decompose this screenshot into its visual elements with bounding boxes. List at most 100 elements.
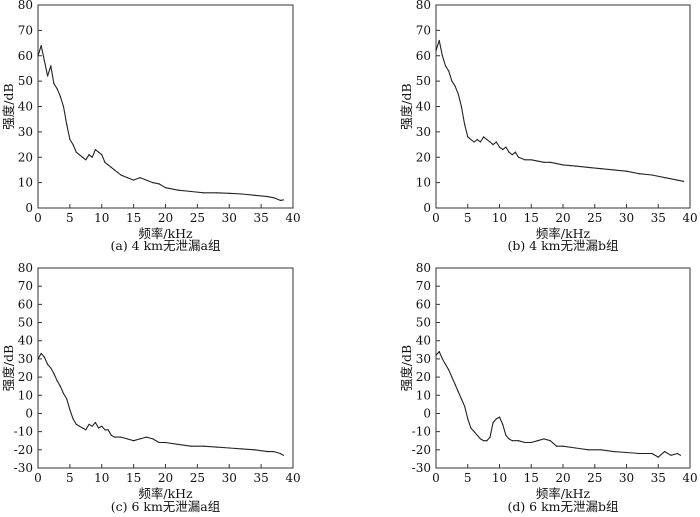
data-point xyxy=(562,445,564,447)
data-point xyxy=(273,451,275,453)
data-point xyxy=(679,454,682,456)
data-point xyxy=(543,438,545,440)
data-point xyxy=(613,169,615,171)
y-tick-label: 30 xyxy=(18,125,33,139)
data-point xyxy=(486,138,488,141)
data-point xyxy=(113,436,116,438)
data-point xyxy=(117,171,119,174)
x-tick-label: 40 xyxy=(285,211,300,225)
data-point xyxy=(517,440,520,442)
panel-caption: (d) 6 km无泄漏b组 xyxy=(507,499,618,514)
data-point xyxy=(113,169,116,171)
data-point xyxy=(587,166,590,168)
y-tick-label: 70 xyxy=(416,23,431,37)
data-point xyxy=(464,405,466,407)
data-point xyxy=(254,194,256,196)
data-point xyxy=(190,190,192,193)
data-point xyxy=(47,75,49,77)
y-axis-label: 强度/dB xyxy=(1,83,16,129)
y-tick-label: 40 xyxy=(416,334,431,348)
data-point xyxy=(495,418,497,420)
data-point xyxy=(37,55,39,57)
data-point xyxy=(282,454,284,456)
data-point xyxy=(470,138,472,141)
data-point xyxy=(467,136,469,138)
data-point xyxy=(502,423,504,425)
panel-caption: (a) 4 km无泄漏a组 xyxy=(111,238,221,253)
data-point xyxy=(683,180,685,182)
data-point xyxy=(505,434,507,436)
y-tick-label: 80 xyxy=(416,0,431,12)
data-point xyxy=(145,179,147,181)
data-point xyxy=(451,376,453,378)
x-tick-label: 0 xyxy=(34,471,42,485)
y-tick-label: 0 xyxy=(25,201,33,215)
data-point xyxy=(104,429,106,431)
data-point xyxy=(670,454,672,456)
data-point xyxy=(537,160,539,162)
y-axis-label: 强度/dB xyxy=(399,83,414,129)
data-point xyxy=(511,440,513,442)
y-tick-label: 50 xyxy=(18,74,33,88)
data-point xyxy=(556,163,558,165)
data-point xyxy=(59,95,61,97)
data-point xyxy=(664,177,666,179)
data-point xyxy=(575,447,577,449)
x-tick-label: 15 xyxy=(524,211,539,225)
x-tick-label: 35 xyxy=(651,211,666,225)
data-point xyxy=(66,123,68,125)
series-line xyxy=(435,351,681,458)
plot-frame xyxy=(435,4,691,209)
data-point xyxy=(657,456,659,458)
y-tick-label: -30 xyxy=(412,461,431,475)
x-tick-label: 20 xyxy=(158,211,173,225)
data-point xyxy=(152,438,154,440)
data-point xyxy=(492,421,494,424)
data-point xyxy=(492,144,494,146)
data-point xyxy=(556,445,558,447)
data-point xyxy=(460,105,462,108)
y-tick-label: -20 xyxy=(412,443,431,457)
x-tick-label: 10 xyxy=(492,211,507,225)
y-tick-label: 10 xyxy=(416,388,431,402)
data-point xyxy=(215,192,218,194)
data-point xyxy=(505,146,507,148)
data-point xyxy=(78,154,80,156)
data-point xyxy=(228,192,230,194)
data-point xyxy=(279,452,281,455)
plot-frame xyxy=(37,267,294,469)
x-tick-label: 40 xyxy=(682,211,697,225)
data-point xyxy=(88,423,90,425)
data-point xyxy=(537,440,539,442)
y-tick-label: -10 xyxy=(14,425,33,439)
x-tick-label: 20 xyxy=(555,211,570,225)
x-axis-label: 频率/kHz xyxy=(536,486,591,501)
data-point xyxy=(549,440,551,442)
series-line xyxy=(37,352,284,456)
data-point xyxy=(75,423,77,425)
data-point xyxy=(110,434,112,436)
data-point xyxy=(489,141,491,143)
data-point xyxy=(43,356,46,358)
data-point xyxy=(587,449,590,451)
y-tick-label: 10 xyxy=(18,388,33,402)
data-point xyxy=(215,446,218,448)
data-point xyxy=(85,159,87,161)
plot-frame xyxy=(37,4,294,209)
x-axis-label: 频率/kHz xyxy=(138,226,193,241)
data-point xyxy=(91,156,93,158)
data-point xyxy=(203,445,205,447)
y-tick-label: 80 xyxy=(18,261,33,275)
x-tick-label: 25 xyxy=(190,471,205,485)
data-point xyxy=(91,425,93,427)
data-point xyxy=(66,398,68,400)
data-point xyxy=(454,85,456,87)
data-point xyxy=(133,179,135,181)
y-tick-label: 40 xyxy=(416,100,431,114)
data-point xyxy=(101,425,103,427)
y-tick-label: 0 xyxy=(423,201,431,215)
y-tick-label: 20 xyxy=(18,150,33,164)
data-point xyxy=(56,380,58,382)
y-tick-label: -20 xyxy=(14,443,33,457)
data-point xyxy=(502,149,504,151)
